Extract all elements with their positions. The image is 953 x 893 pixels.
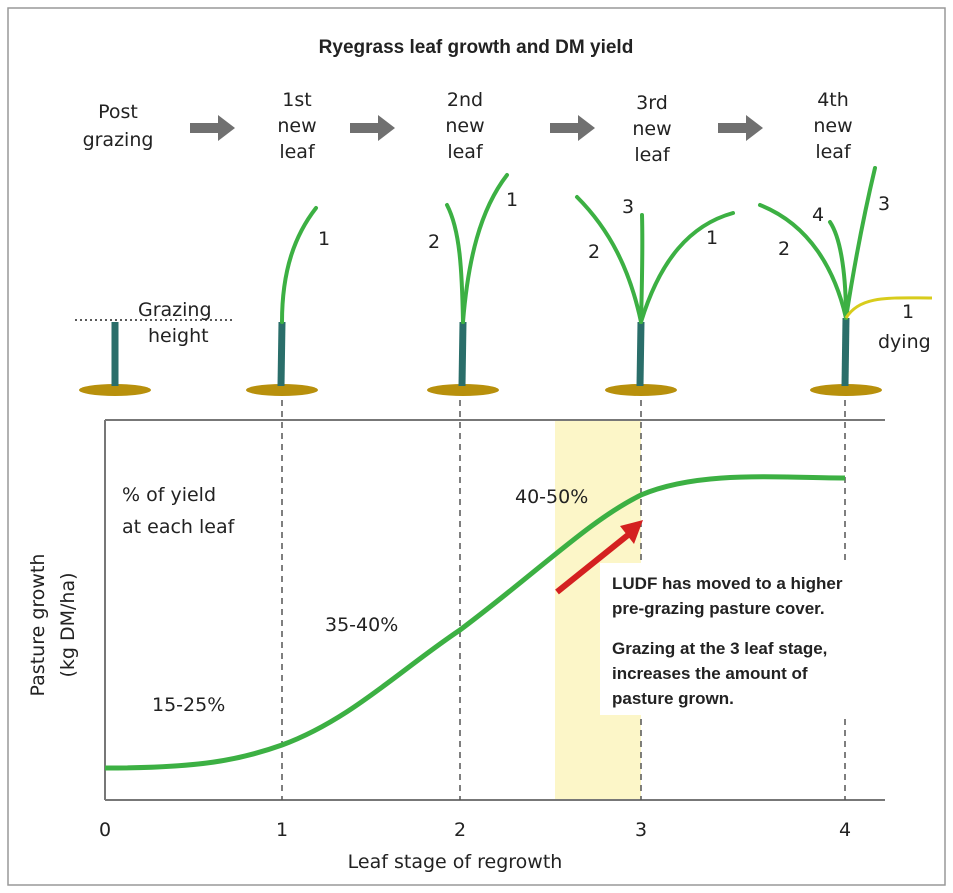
arrow [190, 115, 235, 141]
yield-heading: % of yield [122, 484, 216, 506]
stage-label: leaf [634, 144, 671, 166]
leaf [758, 203, 848, 320]
dying-label: dying [878, 331, 931, 353]
plants [75, 166, 933, 396]
grazing-label: height [148, 325, 209, 347]
x-tick-label: 4 [839, 819, 851, 841]
dying-leaf [844, 296, 933, 319]
stage-label: new [813, 115, 852, 137]
leaf-number: 2 [428, 231, 440, 253]
leaf-number: 1 [902, 301, 914, 323]
grazing-label: Grazing [138, 299, 212, 321]
x-axis-label: Leaf stage of regrowth [348, 851, 563, 873]
leaf-number: 2 [778, 238, 790, 260]
stage-label: leaf [447, 141, 484, 163]
stage-label: grazing [83, 129, 154, 151]
x-tick-label: 2 [454, 819, 466, 841]
x-tick-label: 3 [635, 819, 647, 841]
x-tick-label: 0 [99, 819, 111, 841]
stage-label: 4th [817, 89, 849, 111]
title: Ryegrass leaf growth and DM yield [319, 37, 634, 58]
x-ticks: 0 1 2 3 4 [99, 819, 851, 841]
stage-labels: Post grazing 1st new leaf 2nd new leaf 3… [83, 89, 853, 166]
stem [277, 321, 286, 387]
note-box [600, 563, 890, 715]
stage-label: 1st [282, 89, 311, 111]
ground [79, 384, 151, 396]
yield-label: 40-50% [515, 486, 588, 508]
note: increases the amount of [612, 664, 808, 683]
y-axis-label: Pasture growth [27, 554, 49, 697]
note: pasture grown. [612, 689, 734, 708]
yield-label: 15-25% [152, 694, 225, 716]
ground [810, 384, 882, 396]
leaf-number: 2 [588, 241, 600, 263]
stage-label: Post [98, 101, 138, 123]
stage-label: new [445, 115, 484, 137]
ground [605, 384, 677, 396]
note: LUDF has moved to a higher [612, 574, 843, 593]
growth-curve [104, 474, 846, 771]
leaf-number: 3 [622, 196, 634, 218]
yield-heading: at each leaf [122, 516, 236, 538]
leaf-number: 1 [706, 227, 718, 249]
leaf-numbers: 1 2 1 3 2 1 4 2 3 1 dying [318, 189, 931, 353]
stage-label: new [632, 118, 671, 140]
arrow [350, 115, 395, 141]
leaf-number: 3 [878, 193, 890, 215]
leaf-number: 4 [812, 204, 824, 226]
stage-label: 3rd [636, 92, 668, 114]
leaf [639, 211, 735, 324]
red-arrow [555, 532, 630, 595]
stem [458, 321, 467, 387]
leaf [461, 173, 509, 324]
stage-label: leaf [815, 141, 852, 163]
y-axis-label: (kg DM/ha) [57, 572, 79, 677]
note: Grazing at the 3 leaf stage, [612, 639, 827, 658]
ground [246, 384, 318, 396]
stage-label: leaf [279, 141, 316, 163]
x-tick-label: 1 [276, 819, 288, 841]
arrow [718, 115, 763, 141]
leaf-number: 1 [506, 189, 518, 211]
stem [636, 321, 645, 387]
leaf [280, 206, 318, 324]
yield-label: 35-40% [325, 614, 398, 636]
stage-arrows [190, 115, 763, 141]
arrow [550, 115, 595, 141]
leaf [844, 166, 877, 320]
leaf [575, 195, 643, 324]
stage-label: new [277, 115, 316, 137]
leaf-number: 1 [318, 228, 330, 250]
note: pre-grazing pasture cover. [612, 599, 825, 618]
stage-label: 2nd [447, 89, 483, 111]
leaf [639, 213, 645, 324]
ground [427, 384, 499, 396]
stem [841, 317, 850, 387]
frame [7, 7, 946, 886]
red-arrow-head [620, 520, 643, 544]
